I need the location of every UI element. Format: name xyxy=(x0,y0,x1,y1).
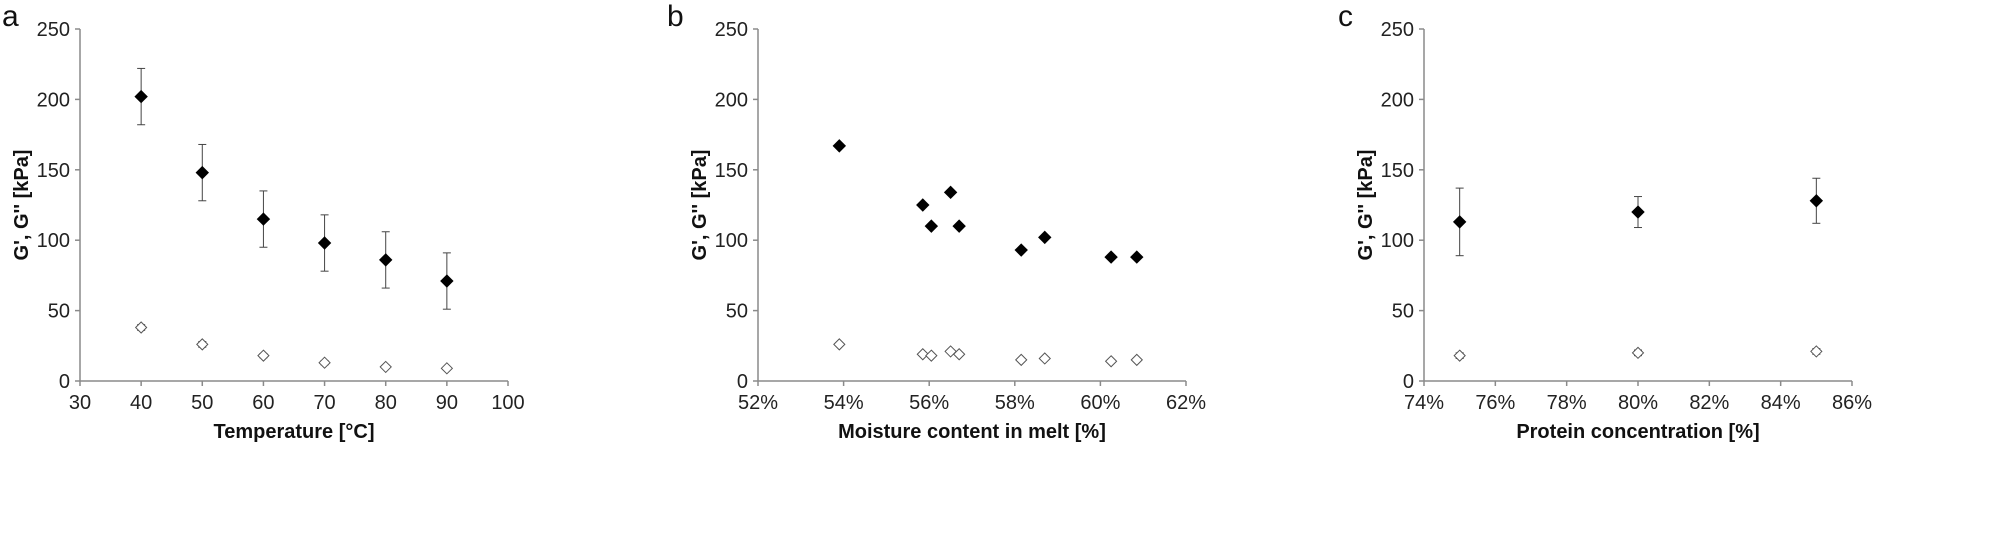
y-tick-label: 200 xyxy=(37,89,70,111)
y-tick-label: 50 xyxy=(726,301,748,323)
data-point-filled xyxy=(379,253,393,267)
y-tick-label: 100 xyxy=(715,230,748,252)
x-tick-label: 60% xyxy=(1080,392,1120,414)
data-point-open xyxy=(925,349,938,362)
x-tick-label: 80 xyxy=(375,392,397,414)
x-axis-title: Moisture content in melt [%] xyxy=(838,421,1106,443)
data-point-filled xyxy=(1014,243,1028,257)
data-point-open xyxy=(952,348,966,361)
data-point-open xyxy=(1810,345,1823,358)
x-tick-label: 58% xyxy=(995,392,1035,414)
x-axis-title: Protein concentration [%] xyxy=(1516,421,1759,443)
data-point-filled xyxy=(1452,215,1467,229)
y-tick-label: 100 xyxy=(37,230,70,252)
y-tick-label: 250 xyxy=(1381,19,1414,41)
x-tick-label: 84% xyxy=(1761,392,1801,414)
x-tick-label: 30 xyxy=(69,392,91,414)
panel-a: a 0 50 100 150 200 250 30 40 50 60 70 80 90 100 Tempera… xyxy=(0,0,665,557)
data-point-filled xyxy=(440,274,454,288)
data-point-open xyxy=(196,338,209,351)
x-tick-label: 54% xyxy=(824,392,864,414)
y-tick-label: 250 xyxy=(37,19,70,41)
panel-b: b 0 50 100 150 200 250 52% 54% 56% 58% 60% 62% Moistu… xyxy=(665,0,1332,557)
y-axis-title: G', G'' [kPa] xyxy=(689,150,711,261)
panel-letter: a xyxy=(2,0,19,33)
data-point-filled xyxy=(832,139,847,153)
y-tick-label: 150 xyxy=(715,160,748,182)
x-tick-label: 78% xyxy=(1547,392,1587,414)
y-axis-title: G', G'' [kPa] xyxy=(11,150,33,261)
panel-c: c 0 50 100 150 200 250 74% 76% 78% 80% 82% 84% 86% Pro… xyxy=(1332,0,2000,557)
data-point-filled xyxy=(195,165,209,180)
x-tick-label: 90 xyxy=(436,392,458,414)
y-tick-label: 50 xyxy=(1392,301,1414,323)
data-point-open xyxy=(1104,355,1118,368)
x-tick-label: 52% xyxy=(738,392,778,414)
data-point-open xyxy=(916,348,929,361)
x-axis-title: Temperature [°C] xyxy=(214,421,375,443)
x-tick-label: 56% xyxy=(909,392,949,414)
y-tick-label: 200 xyxy=(1381,89,1414,111)
y-tick-label: 0 xyxy=(59,371,70,393)
data-point-open xyxy=(134,321,148,334)
y-tick-label: 0 xyxy=(737,371,748,393)
data-point-filled xyxy=(1104,250,1118,264)
y-axis-title: G', G'' [kPa] xyxy=(1355,150,1377,261)
chart-a: a 0 50 100 150 200 250 30 40 50 60 70 80 90 100 Tempera… xyxy=(2,0,525,443)
data-point-open xyxy=(379,360,392,374)
data-point-open xyxy=(257,349,270,362)
y-tick-label: 150 xyxy=(37,160,70,182)
data-point-filled xyxy=(1130,250,1144,264)
data-point-filled xyxy=(1809,194,1824,208)
x-tick-label: 40 xyxy=(130,392,152,414)
x-tick-label: 50 xyxy=(191,392,213,414)
panel-letter: c xyxy=(1338,0,1353,33)
y-tick-label: 150 xyxy=(1381,160,1414,182)
data-point-open xyxy=(318,356,331,369)
x-tick-label: 70 xyxy=(313,392,335,414)
data-point-open xyxy=(1038,352,1051,365)
y-tick-label: 100 xyxy=(1381,230,1414,252)
chart-b: b 0 50 100 150 200 250 52% 54% 56% 58% 60% 62% Moistu… xyxy=(667,0,1206,443)
data-point-open xyxy=(1015,353,1028,367)
x-tick-label: 62% xyxy=(1166,392,1206,414)
x-tick-label: 74% xyxy=(1404,392,1444,414)
x-tick-label: 80% xyxy=(1618,392,1658,414)
x-tick-label: 60 xyxy=(252,392,274,414)
x-tick-label: 76% xyxy=(1475,392,1515,414)
data-point-open xyxy=(1631,346,1645,360)
panel-letter: b xyxy=(667,0,684,33)
data-point-open xyxy=(1130,353,1143,367)
data-point-filled xyxy=(317,236,332,250)
data-point-open xyxy=(440,362,454,375)
y-tick-label: 250 xyxy=(715,19,748,41)
data-point-filled xyxy=(134,89,148,104)
data-point-open xyxy=(1453,349,1466,362)
y-tick-label: 200 xyxy=(715,89,748,111)
data-point-filled xyxy=(1038,230,1052,245)
y-tick-label: 50 xyxy=(48,301,70,323)
x-tick-label: 82% xyxy=(1689,392,1729,414)
data-point-open xyxy=(833,338,846,351)
data-point-filled xyxy=(256,212,271,226)
data-point-filled xyxy=(924,219,939,233)
chart-c: c 0 50 100 150 200 250 74% 76% 78% 80% 82% 84% 86% Pro… xyxy=(1338,0,1872,443)
y-tick-label: 0 xyxy=(1403,371,1414,393)
data-point-filled xyxy=(943,185,958,200)
data-point-filled xyxy=(952,219,966,233)
data-point-filled xyxy=(1631,205,1645,219)
data-point-filled xyxy=(916,198,930,212)
x-tick-label: 86% xyxy=(1832,392,1872,414)
x-tick-label: 100 xyxy=(491,392,524,414)
